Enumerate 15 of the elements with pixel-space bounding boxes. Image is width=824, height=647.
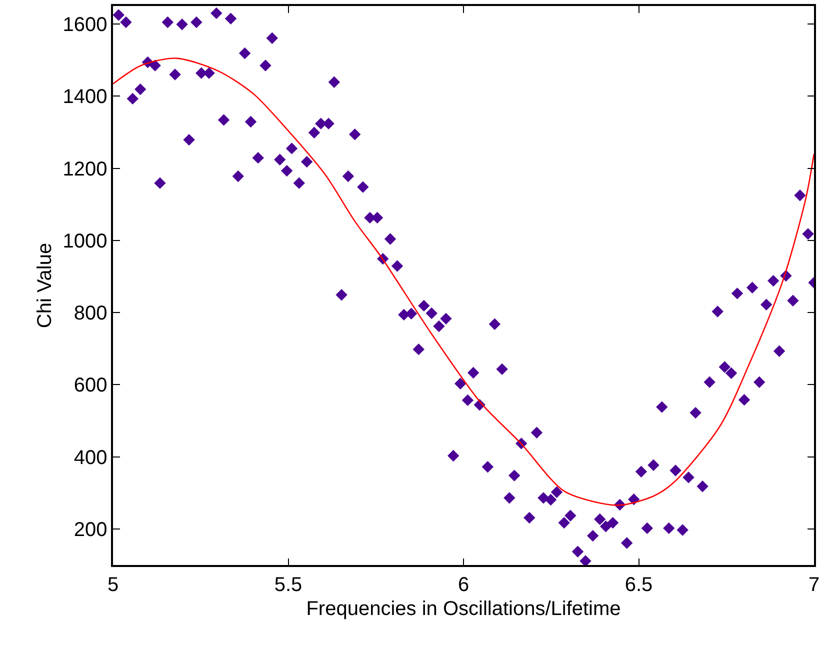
y-tick-label: 400 — [74, 446, 108, 469]
x-tick-label: 6 — [458, 574, 470, 596]
x-tick-label: 5 — [107, 574, 119, 596]
x-tick-label: 7 — [808, 574, 820, 596]
y-tick-label: 1200 — [62, 158, 108, 180]
y-tick-label: 600 — [74, 374, 108, 397]
y-tick-label: 200 — [74, 518, 108, 541]
x-tick-label: 6.5 — [624, 574, 653, 596]
x-axis-title: Frequencies in Oscillations/Lifetime — [306, 598, 621, 620]
y-axis-title: Chi Value — [34, 242, 56, 328]
y-tick-label: 1400 — [62, 86, 108, 108]
y-tick-label: 800 — [74, 302, 108, 325]
y-tick-label: 1600 — [62, 14, 108, 36]
y-tick-label: 1000 — [62, 230, 108, 252]
x-tick-label: 5.5 — [274, 574, 302, 596]
